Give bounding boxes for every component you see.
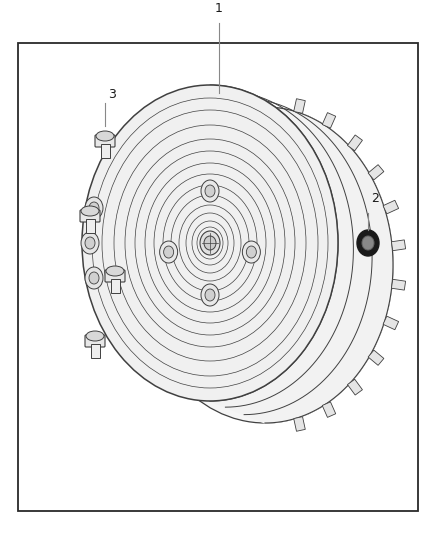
Ellipse shape [137, 107, 393, 423]
Polygon shape [368, 350, 384, 365]
Ellipse shape [85, 237, 95, 249]
FancyBboxPatch shape [95, 135, 115, 147]
Polygon shape [322, 402, 336, 417]
Ellipse shape [200, 231, 220, 255]
Ellipse shape [357, 230, 379, 256]
Bar [18, 43, 418, 511]
Ellipse shape [85, 197, 103, 219]
Polygon shape [210, 85, 393, 423]
Ellipse shape [159, 241, 178, 263]
Ellipse shape [81, 206, 99, 216]
Text: 2: 2 [371, 192, 379, 205]
Ellipse shape [201, 284, 219, 306]
Polygon shape [294, 99, 305, 114]
Ellipse shape [362, 236, 374, 250]
FancyBboxPatch shape [85, 335, 105, 347]
Ellipse shape [82, 85, 338, 401]
Bar [100, 144, 110, 158]
Bar [85, 219, 95, 233]
Ellipse shape [242, 241, 260, 263]
Ellipse shape [201, 180, 219, 202]
Polygon shape [392, 279, 406, 290]
Ellipse shape [89, 272, 99, 284]
Ellipse shape [106, 266, 124, 276]
Ellipse shape [205, 185, 215, 197]
Bar [110, 279, 120, 293]
Polygon shape [383, 316, 399, 330]
Ellipse shape [246, 246, 256, 258]
Ellipse shape [89, 202, 99, 214]
Polygon shape [392, 240, 406, 251]
Polygon shape [322, 112, 336, 128]
Ellipse shape [86, 331, 104, 341]
Ellipse shape [85, 267, 103, 289]
Polygon shape [294, 417, 305, 431]
Ellipse shape [81, 232, 99, 254]
Polygon shape [383, 200, 399, 214]
FancyBboxPatch shape [105, 270, 125, 282]
Polygon shape [368, 165, 384, 180]
Ellipse shape [204, 236, 216, 250]
Ellipse shape [205, 289, 215, 301]
FancyBboxPatch shape [80, 210, 100, 222]
Polygon shape [347, 135, 362, 151]
Bar [91, 344, 99, 358]
Ellipse shape [96, 131, 114, 141]
Text: 3: 3 [108, 88, 116, 101]
Polygon shape [347, 379, 362, 395]
Ellipse shape [164, 246, 173, 258]
Text: 1: 1 [215, 2, 223, 15]
